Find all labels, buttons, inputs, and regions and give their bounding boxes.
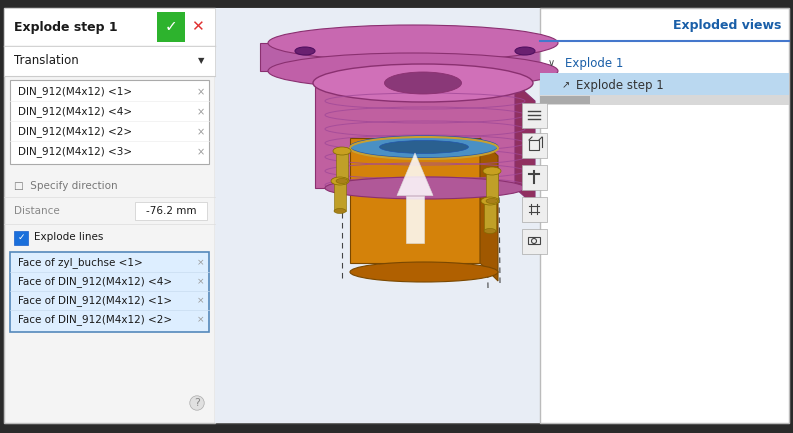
Text: ×: × — [197, 107, 205, 117]
FancyBboxPatch shape — [4, 8, 215, 46]
Polygon shape — [486, 171, 498, 201]
Text: DIN_912(M4x12) <1>: DIN_912(M4x12) <1> — [18, 87, 132, 97]
FancyBboxPatch shape — [522, 103, 546, 127]
FancyBboxPatch shape — [10, 252, 209, 332]
Ellipse shape — [380, 140, 469, 154]
FancyBboxPatch shape — [540, 95, 789, 105]
Ellipse shape — [333, 147, 351, 155]
Ellipse shape — [331, 177, 349, 185]
FancyBboxPatch shape — [14, 231, 28, 245]
Ellipse shape — [484, 229, 496, 233]
Text: Explode step 1: Explode step 1 — [576, 78, 664, 91]
Polygon shape — [550, 43, 568, 87]
Text: DIN_912(M4x12) <2>: DIN_912(M4x12) <2> — [18, 126, 132, 137]
Text: Translation: Translation — [14, 55, 79, 68]
Text: Face of DIN_912(M4x12) <4>: Face of DIN_912(M4x12) <4> — [18, 277, 172, 288]
FancyBboxPatch shape — [522, 229, 546, 253]
FancyBboxPatch shape — [540, 73, 789, 97]
FancyBboxPatch shape — [540, 8, 789, 423]
Text: ✕: ✕ — [190, 19, 203, 35]
Polygon shape — [336, 151, 348, 181]
Polygon shape — [484, 201, 496, 231]
Polygon shape — [334, 181, 346, 211]
Ellipse shape — [350, 136, 498, 158]
Ellipse shape — [268, 53, 558, 89]
Text: Explode step 1: Explode step 1 — [14, 20, 117, 33]
Text: ×: × — [197, 87, 205, 97]
Ellipse shape — [334, 209, 346, 213]
Polygon shape — [515, 83, 535, 206]
FancyBboxPatch shape — [4, 8, 215, 423]
FancyBboxPatch shape — [215, 8, 545, 423]
FancyBboxPatch shape — [135, 202, 207, 220]
Text: ×: × — [197, 147, 205, 157]
Polygon shape — [260, 43, 550, 71]
FancyBboxPatch shape — [522, 132, 546, 158]
FancyBboxPatch shape — [10, 80, 209, 164]
Text: Face of DIN_912(M4x12) <2>: Face of DIN_912(M4x12) <2> — [18, 314, 172, 326]
Polygon shape — [480, 138, 498, 281]
Ellipse shape — [268, 25, 558, 61]
Text: ↗: ↗ — [562, 80, 570, 90]
Ellipse shape — [313, 64, 533, 102]
Text: Face of DIN_912(M4x12) <1>: Face of DIN_912(M4x12) <1> — [18, 296, 172, 307]
Text: ×: × — [197, 127, 205, 137]
FancyBboxPatch shape — [4, 8, 789, 423]
Text: ×: × — [197, 278, 205, 287]
FancyBboxPatch shape — [157, 12, 185, 42]
FancyBboxPatch shape — [522, 165, 546, 190]
Text: ✓: ✓ — [165, 19, 178, 35]
FancyBboxPatch shape — [522, 197, 546, 222]
Text: ✓: ✓ — [17, 233, 25, 242]
Ellipse shape — [481, 197, 499, 205]
Polygon shape — [406, 196, 424, 243]
Text: ?: ? — [194, 398, 200, 408]
Polygon shape — [315, 83, 515, 188]
Text: DIN_912(M4x12) <3>: DIN_912(M4x12) <3> — [18, 146, 132, 158]
Text: □  Specify direction: □ Specify direction — [14, 181, 117, 191]
Ellipse shape — [350, 262, 498, 282]
Ellipse shape — [515, 47, 535, 55]
FancyBboxPatch shape — [540, 96, 590, 104]
Text: Explode 1: Explode 1 — [565, 56, 623, 70]
Ellipse shape — [336, 178, 348, 184]
Text: ×: × — [197, 259, 205, 268]
Text: -76.2 mm: -76.2 mm — [146, 206, 196, 216]
Ellipse shape — [486, 198, 498, 204]
Text: DIN_912(M4x12) <4>: DIN_912(M4x12) <4> — [18, 107, 132, 117]
Text: Exploded views: Exploded views — [672, 19, 781, 32]
Text: Distance: Distance — [14, 206, 59, 216]
Ellipse shape — [295, 47, 315, 55]
Polygon shape — [397, 153, 433, 196]
FancyBboxPatch shape — [4, 46, 215, 76]
Text: ▼: ▼ — [197, 56, 205, 65]
Ellipse shape — [325, 177, 525, 199]
Text: Explode lines: Explode lines — [34, 232, 103, 242]
Text: Face of zyl_buchse <1>: Face of zyl_buchse <1> — [18, 258, 143, 268]
Text: ×: × — [197, 297, 205, 306]
Polygon shape — [350, 138, 480, 263]
Text: ∨: ∨ — [548, 58, 555, 68]
Ellipse shape — [385, 72, 462, 94]
Text: ×: × — [197, 316, 205, 324]
Ellipse shape — [483, 167, 501, 175]
